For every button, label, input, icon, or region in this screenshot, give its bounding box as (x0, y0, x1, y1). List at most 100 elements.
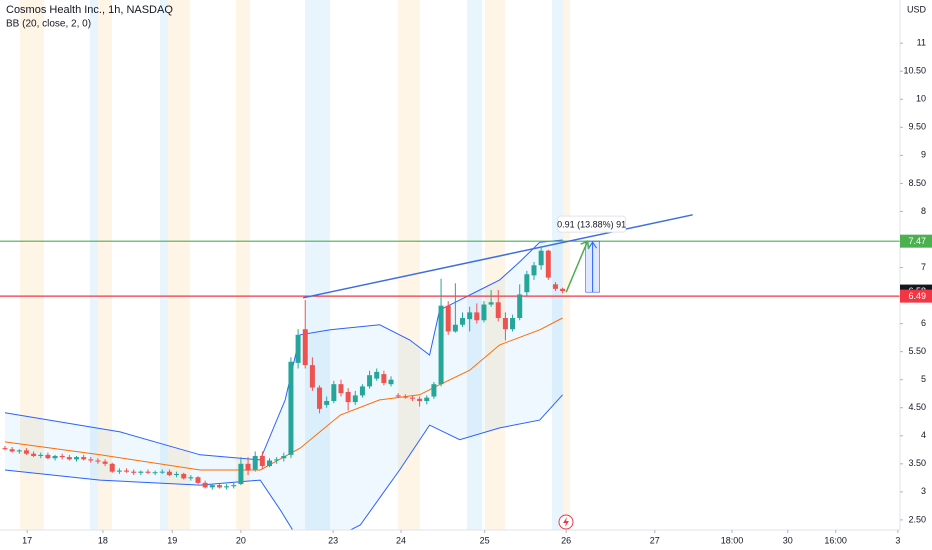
candle-body (131, 471, 137, 473)
x-tick-label: 18:00 (721, 535, 744, 545)
candle-body (309, 365, 315, 388)
candle-body (231, 485, 237, 487)
y-tick-label: 9 (921, 150, 926, 160)
candle-body (345, 392, 351, 403)
candle-body (145, 471, 151, 473)
candle-body (252, 455, 258, 470)
candle-body (409, 397, 415, 399)
candle-body (445, 305, 451, 332)
x-tick-label: 3 (895, 535, 900, 545)
x-tick-label: 27 (650, 535, 660, 545)
currency: USD (907, 4, 927, 14)
x-tick-label: 23 (328, 535, 338, 545)
candle-body (331, 384, 337, 402)
candle-body (209, 485, 215, 488)
candle-body (402, 396, 408, 398)
candle-body (116, 470, 122, 472)
candle-body (538, 250, 544, 266)
x-tick-label: 25 (480, 535, 490, 545)
y-tick-label: 9.50 (908, 122, 926, 132)
candle-body (216, 485, 222, 488)
candle-body (102, 461, 108, 464)
session-stripe (552, 0, 563, 530)
candle-body (274, 459, 280, 461)
chart-title: Cosmos Health Inc., 1h, NASDAQ (6, 4, 173, 16)
y-tick-label: 3 (921, 486, 926, 496)
candle-body (359, 386, 365, 396)
candle-body (388, 379, 394, 385)
indicator-legend: BB (20, close, 2, 0) (6, 19, 91, 30)
bollinger-middle (4, 317, 563, 471)
candle-body (395, 395, 401, 397)
candle-body (381, 374, 387, 384)
projection-arrowhead (580, 240, 590, 250)
x-tick-label: 30 (783, 535, 793, 545)
candle-body (52, 455, 58, 459)
session-stripe (563, 0, 570, 530)
candle-body (552, 284, 558, 289)
session-stripe (236, 0, 250, 530)
hline-price-label-bg (900, 289, 932, 303)
candle-body (95, 460, 101, 462)
axes: 2.5033.5044.5055.5066.5077.5088.5099.501… (22, 38, 932, 545)
candle-body (460, 318, 466, 325)
candle-body (288, 361, 294, 455)
candle-body (438, 305, 444, 385)
band-fill (5, 240, 563, 530)
candle-body (531, 265, 537, 276)
candle-body (152, 472, 158, 474)
replay-icon[interactable] (558, 514, 574, 530)
candle-body (266, 460, 272, 467)
x-tick-label: 24 (396, 535, 406, 545)
x-tick-label: 19 (167, 535, 177, 545)
measure-label-bg (557, 215, 627, 233)
session-stripe (467, 0, 482, 530)
price-axis (900, 0, 932, 550)
x-tick-label: 18 (98, 535, 108, 545)
candle-body (159, 471, 165, 473)
candle-body (88, 459, 94, 461)
hline-price-label: 6.49 (908, 291, 926, 301)
candle-body (138, 471, 144, 473)
session-stripe (98, 0, 112, 530)
y-tick-label: 3.50 (908, 458, 926, 468)
candle-body (238, 463, 244, 485)
candle-body (31, 453, 37, 456)
candle-body (16, 450, 22, 452)
candle-body (59, 455, 65, 458)
candle-body (281, 455, 287, 459)
session-stripe (305, 0, 330, 530)
candle-body (517, 294, 523, 318)
y-tick-label: 10 (916, 94, 926, 104)
candle-body (73, 457, 79, 460)
y-tick-label: 2.50 (908, 514, 926, 524)
candle-body (374, 371, 380, 379)
y-tick-label: 4 (921, 430, 926, 440)
measure-label: 0.91 (13.88%) 91 (557, 220, 626, 230)
trendline (302, 214, 693, 299)
y-tick-label: 10.50 (903, 66, 926, 76)
y-tick-label: 8.50 (908, 178, 926, 188)
plot-area: 0.91 (13.88%) 91 (0, 214, 900, 530)
candle-body (224, 486, 230, 488)
candle-body (524, 274, 530, 293)
candle-body (302, 329, 308, 366)
session-stripe (20, 0, 44, 530)
candle-body (45, 454, 51, 459)
y-tick-label: 6 (921, 318, 926, 328)
candle-body (481, 304, 487, 321)
candle-body (317, 387, 323, 409)
candle-body (424, 397, 430, 402)
candle-body (488, 302, 494, 305)
candle-body (467, 312, 473, 320)
hline-price-label-bg (900, 234, 932, 248)
candle-body (2, 448, 8, 450)
candle-body (124, 470, 130, 472)
candle-body (417, 398, 423, 402)
candle-body (474, 312, 480, 321)
session-stripe (168, 0, 190, 530)
candle-body (431, 384, 437, 397)
candle-body (195, 477, 201, 483)
